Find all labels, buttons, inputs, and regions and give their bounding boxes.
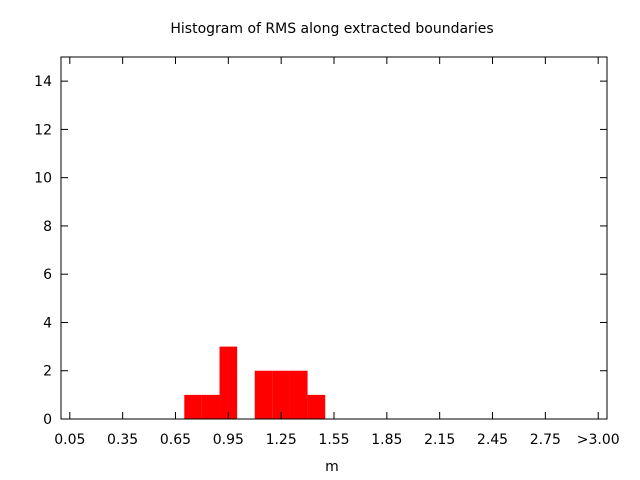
- histogram-bar-5: [272, 370, 290, 419]
- y-tick-label: 0: [43, 412, 52, 428]
- histogram-bar-2: [219, 346, 238, 419]
- x-tick-label: 0.35: [107, 432, 138, 448]
- x-tick-label: >3.00: [577, 432, 620, 448]
- x-tick-label: 2.45: [477, 432, 508, 448]
- x-tick-label: 2.75: [530, 432, 561, 448]
- y-tick-label: 14: [34, 74, 52, 90]
- histogram-bar-0: [184, 394, 202, 419]
- x-tick-label: 1.55: [318, 432, 349, 448]
- y-tick-label: 2: [43, 364, 52, 380]
- x-tick-label: 1.85: [371, 432, 402, 448]
- x-tick-label: 0.05: [54, 432, 85, 448]
- y-axis: 0 2 4 6 8 10 12 14: [34, 74, 607, 428]
- x-axis: 0.05 0.35 0.65 0.95 1.25 1.55 1.85 2.15 2.45 2.75…: [54, 57, 620, 448]
- y-tick-label: 6: [43, 267, 52, 283]
- chart-title: Histogram of RMS along extracted boundar…: [170, 21, 493, 37]
- x-tick-label: 0.65: [160, 432, 191, 448]
- histogram-bar-6: [289, 370, 308, 419]
- y-tick-label: 4: [43, 315, 52, 331]
- bars-group: [184, 346, 326, 419]
- x-tick-label: 0.95: [213, 432, 244, 448]
- y-tick-label: 12: [34, 122, 52, 138]
- y-tick-label: 8: [43, 219, 52, 235]
- x-tick-label: 1.25: [266, 432, 297, 448]
- histogram-bar-4: [254, 370, 273, 419]
- x-tick-label: 2.15: [424, 432, 455, 448]
- x-axis-label: m: [325, 459, 339, 475]
- y-tick-label: 10: [34, 171, 52, 187]
- plot-frame: [60, 56, 608, 420]
- histogram-bar-1: [201, 394, 220, 419]
- histogram-bar-7: [307, 394, 326, 419]
